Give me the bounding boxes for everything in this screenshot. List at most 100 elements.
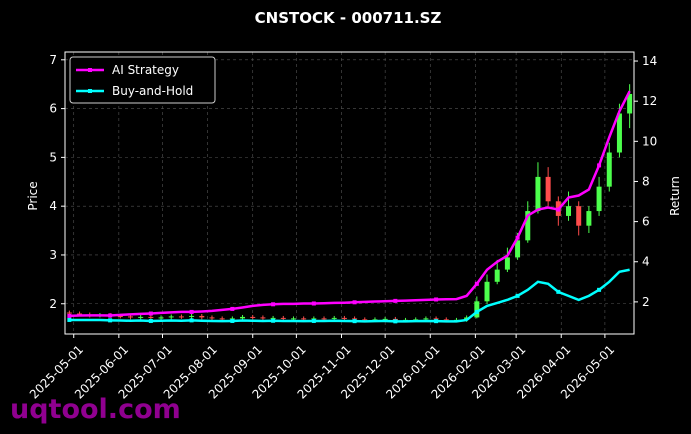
candle-body: [168, 316, 174, 318]
series-marker: [311, 318, 316, 323]
series-marker: [434, 319, 439, 324]
series-marker: [148, 311, 153, 316]
y2-tick-label: 12: [642, 94, 657, 108]
legend-box: [69, 56, 216, 104]
series-marker: [271, 318, 276, 323]
candle-body: [627, 93, 633, 114]
candle-body: [66, 312, 72, 314]
legend-label: AI Strategy: [112, 63, 179, 77]
candle-body: [240, 316, 246, 319]
candle-body: [382, 318, 388, 320]
series-marker: [434, 297, 439, 302]
candle-body: [229, 318, 235, 320]
candle-body: [219, 318, 225, 320]
series-marker: [393, 298, 398, 303]
series-marker: [148, 318, 153, 323]
candle-body: [586, 211, 592, 226]
candle-body: [443, 319, 449, 321]
series-marker: [189, 318, 194, 323]
series-marker: [352, 300, 357, 305]
series-marker: [230, 306, 235, 311]
y-tick-label: 4: [49, 199, 57, 213]
legend-marker: [88, 68, 92, 72]
candle-body: [362, 319, 368, 321]
series-marker: [556, 289, 561, 294]
candle-body: [311, 318, 317, 320]
series-marker: [67, 317, 72, 322]
candle-body: [352, 318, 358, 320]
candle-body: [576, 206, 582, 226]
series-marker: [474, 309, 479, 314]
candle-body: [117, 315, 123, 317]
y2-tick-label: 14: [642, 54, 657, 68]
candle-body: [158, 317, 164, 319]
candle-body: [515, 240, 521, 258]
candle-body: [290, 318, 296, 320]
candle-body: [535, 176, 541, 212]
y2-tick-label: 6: [642, 215, 650, 229]
candle-body: [423, 318, 429, 320]
y2-tick-label: 2: [642, 295, 650, 309]
candle-body: [178, 316, 184, 318]
candle-body: [250, 316, 256, 318]
candle-body: [270, 317, 276, 319]
y-axis-label: Price: [26, 181, 40, 210]
watermark: uqtool.com: [10, 394, 181, 425]
series-marker: [597, 163, 602, 168]
candle-body: [331, 317, 337, 319]
candle-body: [77, 313, 83, 315]
y-tick-label: 3: [49, 248, 57, 262]
series-marker: [556, 207, 561, 212]
y-tick-label: 7: [49, 53, 57, 67]
series-line: [69, 268, 630, 323]
candle-body: [138, 316, 144, 318]
y-tick-label: 6: [49, 102, 57, 116]
candle-body: [413, 319, 419, 321]
candle-body: [321, 318, 327, 320]
candle-body: [566, 206, 572, 216]
series-marker: [271, 302, 276, 307]
candle-body: [494, 269, 500, 282]
candle-body: [616, 113, 622, 153]
candle-body: [525, 211, 531, 241]
chart-title: CNSTOCK - 000711.SZ: [255, 9, 442, 27]
candle-body: [341, 317, 347, 319]
legend-label: Buy-and-Hold: [112, 84, 193, 98]
y-tick-label: 5: [49, 150, 57, 164]
candle-body: [545, 176, 551, 202]
candle-body: [474, 301, 480, 318]
y2-tick-label: 8: [642, 174, 650, 188]
candle-body: [606, 152, 612, 187]
candle-body: [127, 316, 133, 318]
series-marker: [67, 313, 72, 318]
candle-body: [199, 315, 205, 318]
series-marker: [311, 301, 316, 306]
candle-body: [484, 281, 490, 302]
y2-axis-label: Return: [668, 176, 682, 216]
series-marker: [189, 309, 194, 314]
candle-body: [596, 186, 602, 212]
candle-body: [504, 257, 510, 270]
candle-body: [280, 317, 286, 319]
legend-marker: [88, 89, 92, 93]
candle-body: [209, 317, 215, 319]
series-marker: [108, 318, 113, 323]
series-marker: [108, 313, 113, 318]
candle-body: [189, 315, 195, 317]
series-marker: [474, 281, 479, 286]
candle-body: [260, 317, 266, 319]
series-marker: [393, 319, 398, 324]
candle-body: [433, 318, 439, 320]
plot-frame: [64, 51, 635, 335]
candle-body: [372, 319, 378, 321]
series-line: [69, 90, 631, 318]
y2-tick-label: 4: [642, 255, 650, 269]
series-marker: [230, 318, 235, 323]
candle-body: [148, 316, 154, 318]
series-marker: [515, 235, 520, 240]
series-marker: [515, 293, 520, 298]
candle-body: [301, 318, 307, 320]
series-marker: [352, 319, 357, 324]
y-tick-label: 2: [49, 297, 57, 311]
